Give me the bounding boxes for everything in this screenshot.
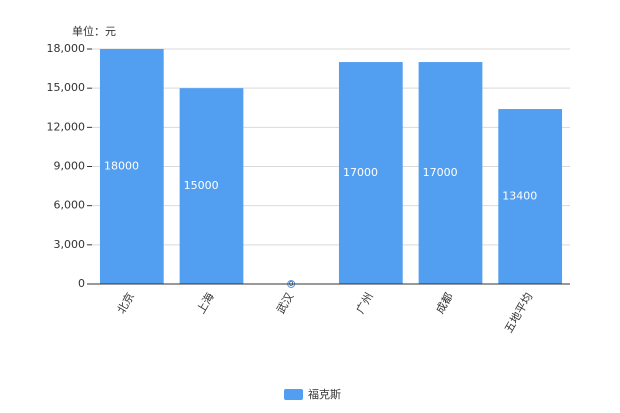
- y-tick-label: 3,000: [54, 238, 86, 251]
- x-tick-label: 广州: [354, 291, 376, 317]
- value-label: 17000: [343, 166, 378, 179]
- bar: [418, 62, 483, 284]
- y-tick-label: 15,000: [47, 81, 86, 94]
- y-tick-label: 0: [78, 277, 85, 290]
- bar: [338, 62, 403, 284]
- x-tick-label: 成都: [433, 291, 455, 317]
- y-tick-label: 6,000: [54, 199, 86, 212]
- y-tick-label: 12,000: [47, 120, 86, 133]
- value-label: 17000: [423, 166, 458, 179]
- x-tick-label: 北京: [114, 290, 137, 316]
- bar: [498, 109, 563, 284]
- x-tick-label: 上海: [194, 290, 217, 316]
- legend-label: 福克斯: [308, 387, 341, 401]
- bar: [99, 49, 164, 284]
- x-tick-label: 武汉: [274, 291, 296, 317]
- value-label: 18000: [104, 160, 139, 173]
- value-label: 13400: [502, 190, 537, 203]
- value-label: 15000: [184, 179, 219, 192]
- y-tick-label: 9,000: [54, 160, 86, 173]
- unit-label: 单位：元: [72, 24, 116, 38]
- y-tick-label: 18,000: [47, 42, 86, 55]
- bar: [179, 88, 244, 285]
- x-tick-label: 五地平均: [502, 291, 535, 336]
- legend-swatch: [284, 389, 303, 400]
